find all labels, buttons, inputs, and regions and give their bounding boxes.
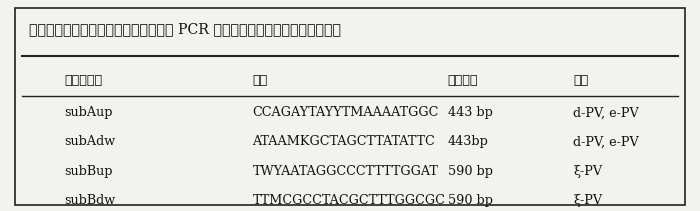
- Text: subAdw: subAdw: [64, 135, 116, 149]
- Text: 表１．　牛パピローマウイルス検出用 PCR プライマーとその配列および特徴: 表１． 牛パピローマウイルス検出用 PCR プライマーとその配列および特徴: [29, 22, 342, 36]
- Text: ATAAMKGCTAGCTTATATTC: ATAAMKGCTAGCTTATATTC: [253, 135, 435, 149]
- Text: 配列: 配列: [253, 74, 267, 87]
- Text: subBdw: subBdw: [64, 194, 116, 207]
- Text: CCAGAYTAYYTMAAAATGGC: CCAGAYTAYYTMAAAATGGC: [253, 106, 439, 119]
- Text: 443bp: 443bp: [447, 135, 489, 149]
- Text: ξ-PV: ξ-PV: [573, 165, 602, 178]
- Text: d-PV, e-PV: d-PV, e-PV: [573, 106, 639, 119]
- Text: d-PV, e-PV: d-PV, e-PV: [573, 135, 639, 149]
- Text: 590 bp: 590 bp: [447, 165, 493, 178]
- Text: 標的: 標的: [573, 74, 589, 87]
- Text: TTMCGCCTACGCTTTGGCGC: TTMCGCCTACGCTTTGGCGC: [253, 194, 445, 207]
- Text: subAup: subAup: [64, 106, 113, 119]
- Text: 増幅産物: 増幅産物: [447, 74, 478, 87]
- Text: ξ-PV: ξ-PV: [573, 194, 602, 207]
- Text: プライマー: プライマー: [64, 74, 102, 87]
- Text: TWYAATAGGCCCTTTTGGAT: TWYAATAGGCCCTTTTGGAT: [253, 165, 438, 178]
- Text: subBup: subBup: [64, 165, 113, 178]
- Text: 590 bp: 590 bp: [447, 194, 493, 207]
- Text: 443 bp: 443 bp: [447, 106, 493, 119]
